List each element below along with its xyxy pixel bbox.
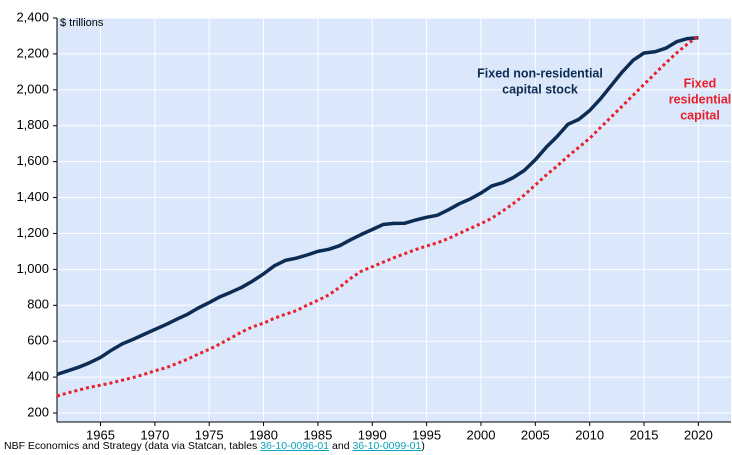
y-tick-label: 2,200 xyxy=(16,45,49,60)
y-tick-label: 600 xyxy=(27,333,49,348)
plot-background xyxy=(57,18,731,422)
y-tick-label: 1,000 xyxy=(16,261,49,276)
chart: 200 400 600 800 1,000 1,200 1,400 1,600 1,800 2,0… xyxy=(16,9,732,440)
y-unit-label: $ trillions xyxy=(60,17,104,29)
source-link[interactable]: 36-10-0099-01 xyxy=(352,440,422,452)
annotation: residential xyxy=(669,92,732,106)
annotation: capital stock xyxy=(502,82,578,96)
y-tick-label: 800 xyxy=(27,297,49,312)
x-tick-label: 2020 xyxy=(684,427,713,440)
x-tick-label: 2015 xyxy=(630,427,659,440)
x-tick-label: 2000 xyxy=(467,427,496,440)
source-text: NBF Economics and Strategy (data via Sta… xyxy=(4,440,261,452)
annotation: capital xyxy=(680,108,720,122)
x-tick-label: 1980 xyxy=(249,427,278,440)
series-line xyxy=(56,36,699,377)
x-tick-label: 2010 xyxy=(575,427,604,440)
source-text: ) xyxy=(421,440,425,452)
source-link[interactable]: 36-10-0096-01 xyxy=(260,440,330,452)
y-tick-label: 2,400 xyxy=(16,9,49,24)
x-tick-label: 1990 xyxy=(358,427,387,440)
y-tick-label: 1,200 xyxy=(16,225,49,240)
x-tick-label: 1965 xyxy=(86,427,115,440)
source-text: and xyxy=(329,440,353,452)
x-tick-label: 1985 xyxy=(303,427,332,440)
annotation: Fixed non-residential xyxy=(477,66,603,80)
y-tick-label: 400 xyxy=(27,369,49,384)
x-tick-label: 2005 xyxy=(521,427,550,440)
y-tick-label: 2,000 xyxy=(16,81,49,96)
y-tick-label: 1,600 xyxy=(16,153,49,168)
series-line xyxy=(56,34,700,398)
y-tick-label: 1,800 xyxy=(16,117,49,132)
source-note: NBF Economics and Strategy (data via Sta… xyxy=(4,440,425,452)
y-tick-label: 200 xyxy=(27,404,49,419)
y-tick-label: 1,400 xyxy=(16,189,49,204)
x-tick-label: 1975 xyxy=(195,427,224,440)
annotation: Fixed xyxy=(684,76,717,90)
x-tick-label: 1995 xyxy=(412,427,441,440)
x-tick-label: 1970 xyxy=(140,427,169,440)
